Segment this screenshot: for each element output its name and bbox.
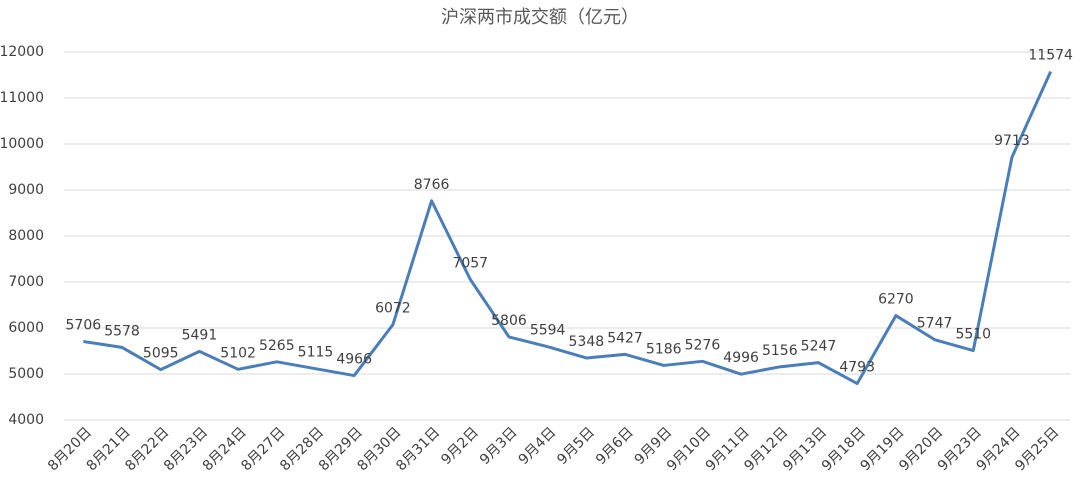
data-label: 6270 [878, 292, 914, 308]
data-label: 5095 [143, 346, 179, 362]
data-label: 5706 [66, 318, 102, 334]
data-label: 9713 [994, 133, 1030, 149]
data-label: 4996 [723, 350, 759, 366]
data-label: 5247 [801, 339, 837, 355]
x-tick-label: 9月6日 [593, 424, 637, 468]
data-label: 5115 [298, 345, 334, 361]
line [83, 70, 1053, 386]
data-label: 11574 [1028, 48, 1073, 64]
data-label: 5265 [259, 338, 295, 354]
data-label: 5491 [182, 327, 218, 343]
x-tick-label: 9月2日 [438, 424, 482, 468]
y-tick-label: 11000 [0, 90, 44, 106]
data-label: 4793 [839, 360, 875, 376]
data-label: 5806 [491, 313, 527, 329]
data-label: 5578 [104, 323, 140, 339]
data-label: 5594 [530, 323, 566, 339]
x-tick-label: 9月4日 [516, 424, 560, 468]
y-tick-label: 4000 [8, 412, 44, 428]
data-label: 5276 [685, 337, 721, 353]
x-tick-label: 9月5日 [554, 424, 598, 468]
data-label: 5102 [220, 345, 256, 361]
y-tick-label: 12000 [0, 44, 44, 60]
data-label: 5348 [569, 334, 605, 350]
y-tick-label: 8000 [8, 228, 44, 244]
data-label: 5156 [762, 343, 798, 359]
data-label: 7057 [452, 255, 488, 271]
data-label: 5510 [955, 327, 991, 343]
data-label: 5186 [646, 341, 682, 357]
data-label: 6072 [375, 301, 411, 317]
x-tick-label: 9月3日 [477, 424, 521, 468]
data-label: 8766 [414, 177, 450, 193]
y-tick-label: 5000 [8, 366, 44, 382]
data-label: 5747 [917, 316, 953, 332]
data-label: 4966 [336, 352, 372, 368]
data-label: 5427 [607, 330, 643, 346]
y-tick-label: 7000 [8, 274, 44, 290]
y-tick-label: 9000 [8, 182, 44, 198]
y-tick-label: 6000 [8, 320, 44, 336]
chart-title: 沪深两市成交额（亿元） [441, 7, 639, 28]
y-tick-label: 10000 [0, 136, 44, 152]
